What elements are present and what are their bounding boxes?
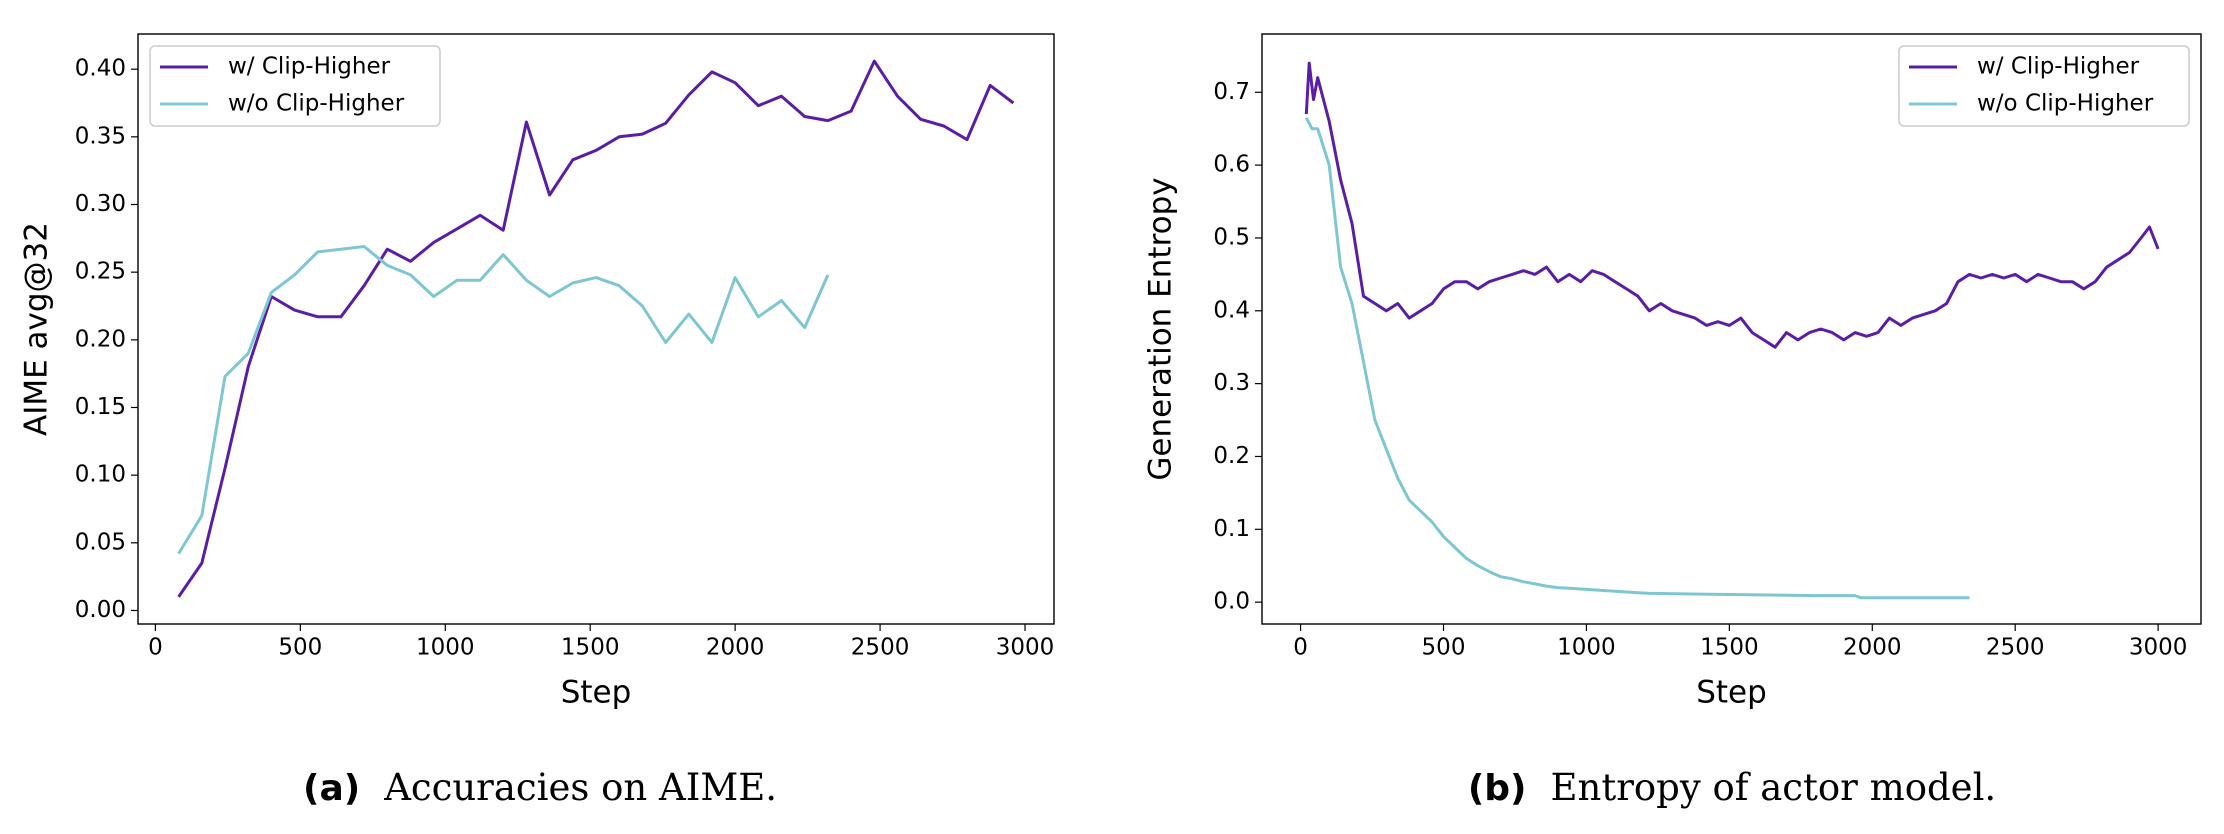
- y-tick-label: 0.10: [75, 462, 126, 488]
- caption-label: (b): [1468, 768, 1527, 809]
- y-tick-label: 0.00: [75, 597, 126, 623]
- y-tick-label: 0.15: [75, 394, 126, 420]
- x-tick-label: 2500: [1986, 635, 2045, 661]
- x-tick-label: 1500: [561, 635, 620, 661]
- caption-text: Entropy of actor model.: [1551, 766, 1997, 809]
- data-line: [1304, 117, 1970, 600]
- legend-box: [1898, 45, 2190, 127]
- data-line: [177, 59, 1015, 598]
- y-tick-label: 0.05: [75, 529, 126, 555]
- x-tick-label: 1000: [416, 635, 475, 661]
- data-line: [177, 245, 830, 555]
- plot-frame: [137, 33, 1055, 625]
- plot-frame: [1261, 33, 2202, 625]
- legend-label: w/ Clip-Higher: [228, 54, 391, 80]
- y-tick-label: 0.30: [75, 191, 126, 217]
- y-tick-label: 0.1: [1213, 516, 1250, 542]
- legend-label: w/ Clip-Higher: [1977, 54, 2140, 80]
- y-tick-label: 0.2: [1213, 443, 1250, 469]
- legend-label: w/o Clip-Higher: [1977, 91, 2154, 117]
- y-tick-label: 0.0: [1213, 589, 1250, 615]
- caption-text: Accuracies on AIME.: [383, 766, 777, 809]
- x-tick-label: 1000: [1557, 635, 1616, 661]
- x-tick-label: 0: [148, 635, 163, 661]
- x-tick-label: 2000: [706, 635, 765, 661]
- x-tick-label: 1500: [1700, 635, 1759, 661]
- x-tick-label: 3000: [996, 635, 1055, 661]
- x-tick-label: 3000: [2129, 635, 2188, 661]
- caption: (b) Entropy of actor model.: [1468, 766, 1996, 810]
- y-axis-label: Generation Entropy: [1143, 177, 1179, 480]
- y-tick-label: 0.20: [75, 326, 126, 352]
- y-tick-label: 0.6: [1213, 152, 1250, 178]
- x-tick-label: 2500: [851, 635, 910, 661]
- legend-box: [149, 45, 441, 127]
- legend-label: w/o Clip-Higher: [228, 91, 405, 117]
- data-line: [1304, 61, 2160, 349]
- x-tick-label: 500: [278, 635, 322, 661]
- y-tick-label: 0.40: [75, 56, 126, 82]
- y-axis-label: AIME avg@32: [19, 222, 55, 436]
- x-axis-label: Step: [561, 675, 632, 711]
- y-tick-label: 0.4: [1213, 297, 1250, 323]
- y-tick-label: 0.5: [1213, 224, 1250, 250]
- y-tick-label: 0.7: [1213, 79, 1250, 105]
- y-tick-label: 0.25: [75, 259, 126, 285]
- x-tick-label: 500: [1422, 635, 1466, 661]
- y-tick-label: 0.3: [1213, 370, 1250, 396]
- x-tick-label: 0: [1293, 635, 1308, 661]
- caption-label: (a): [303, 768, 360, 809]
- x-axis-label: Step: [1696, 675, 1767, 711]
- y-tick-label: 0.35: [75, 123, 126, 149]
- x-tick-label: 2000: [1843, 635, 1902, 661]
- caption: (a) Accuracies on AIME.: [303, 766, 777, 810]
